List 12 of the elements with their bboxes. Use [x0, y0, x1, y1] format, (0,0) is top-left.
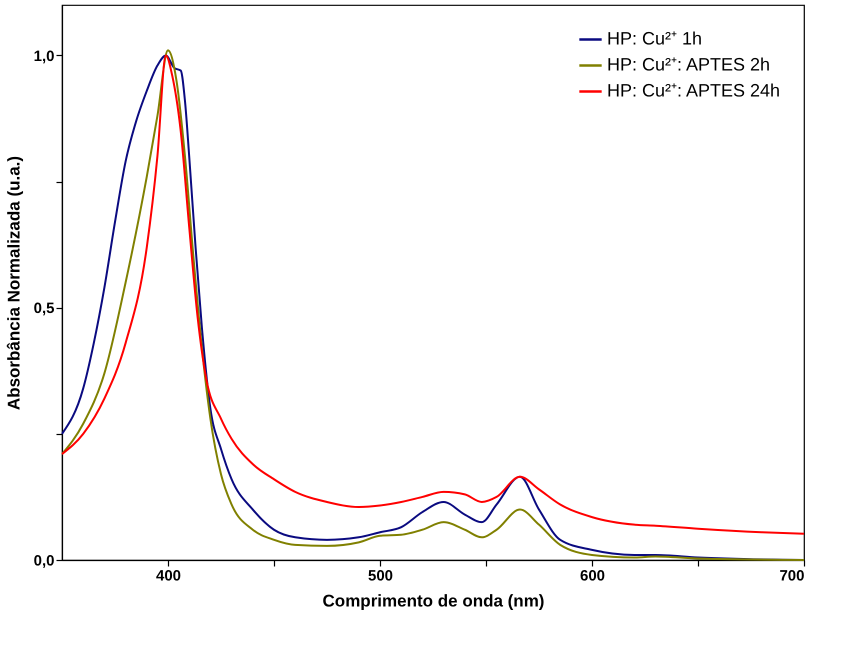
legend-label: HP: Cu²⁺: APTES 2h	[607, 54, 770, 74]
x-tick-label: 400	[156, 568, 182, 584]
y-axis-title: Absorbância Normalizada (u.a.)	[4, 156, 24, 410]
x-tick-label: 500	[368, 568, 394, 584]
x-tick-label: 600	[580, 568, 606, 584]
x-axis-title: Comprimento de onda (nm)	[322, 592, 544, 610]
y-tick-label: 0,0	[34, 552, 54, 570]
legend-label: HP: Cu²⁺: APTES 24h	[607, 80, 780, 100]
legend-label: HP: Cu²⁺ 1h	[607, 28, 702, 48]
y-tick-label: 1,0	[34, 48, 54, 65]
x-tick-label: 700	[779, 568, 804, 584]
y-tick-label: 0,5	[34, 300, 54, 318]
